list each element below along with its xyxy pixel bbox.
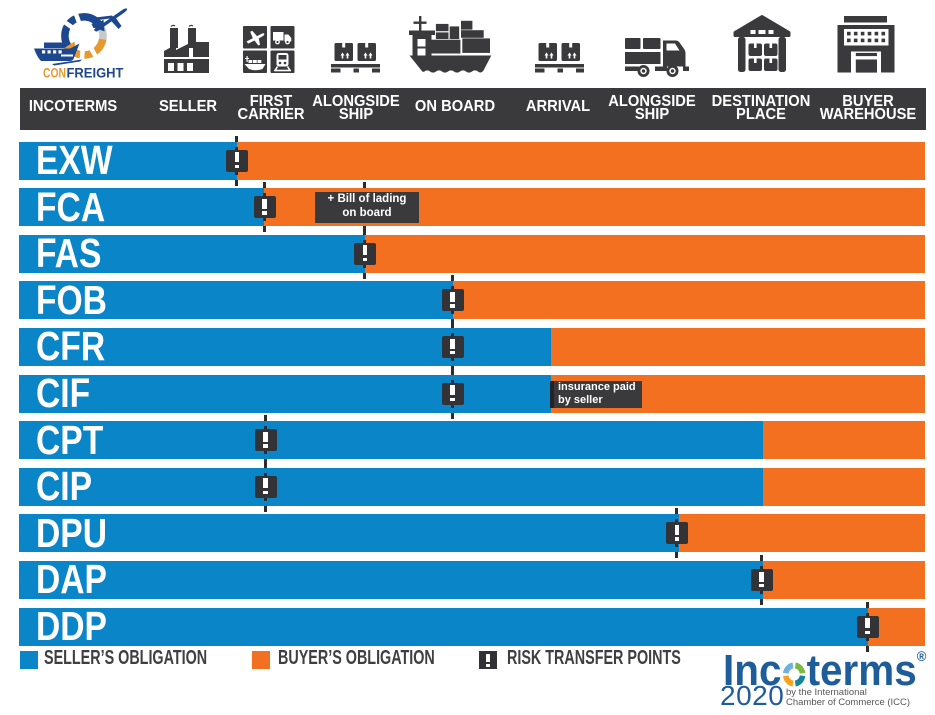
svg-text:CON: CON — [43, 65, 66, 81]
svg-text:FREIGHT: FREIGHT — [67, 65, 124, 81]
